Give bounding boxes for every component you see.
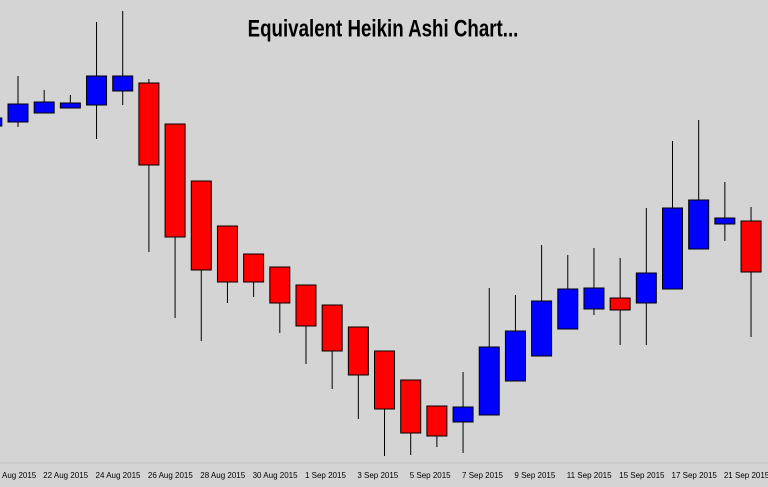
- candle-body: [59, 102, 81, 109]
- x-tick-label: 24 Aug 2015: [96, 471, 141, 480]
- candle-body: [7, 103, 29, 123]
- candle-body: [190, 180, 212, 271]
- x-tick-label: 26 Aug 2015: [148, 471, 193, 480]
- x-tick-label: 7 Sep 2015: [462, 471, 503, 480]
- candle-body: [452, 406, 474, 423]
- x-tick-label: Aug 2015: [2, 471, 37, 480]
- candle-body: [662, 207, 683, 290]
- candle-body: [635, 272, 657, 304]
- candle-body: [321, 304, 343, 352]
- x-tick-label: 21 Sep 2015: [724, 471, 768, 480]
- candle-body: [33, 101, 55, 114]
- candle-body: [609, 297, 631, 311]
- candle-body: [347, 326, 369, 376]
- candle-body: [688, 199, 710, 250]
- candle-body: [426, 405, 448, 437]
- candle-body: [0, 117, 3, 127]
- candle-body: [478, 346, 500, 416]
- candle-body: [557, 288, 579, 330]
- candle-body: [714, 217, 736, 225]
- candle-body: [164, 123, 186, 238]
- x-tick-label: 1 Sep 2015: [305, 471, 346, 480]
- candle-body: [531, 300, 553, 357]
- candle-body: [112, 75, 134, 92]
- candle-body: [583, 287, 605, 310]
- candle-body: [216, 225, 238, 283]
- x-tick-label: 15 Sep 2015: [619, 471, 665, 480]
- candle-body: [86, 75, 108, 106]
- candle-body: [740, 220, 762, 273]
- candle-body: [138, 82, 160, 166]
- x-tick-label: 5 Sep 2015: [410, 471, 451, 480]
- chart-title: Equivalent Heikin Ashi Chart...: [248, 15, 519, 42]
- candle-body: [400, 379, 422, 434]
- x-tick-label: 30 Aug 2015: [253, 471, 298, 480]
- x-tick-label: 3 Sep 2015: [357, 471, 398, 480]
- x-tick-label: 22 Aug 2015: [43, 471, 88, 480]
- candle-body: [243, 253, 265, 283]
- x-tick-label: 17 Sep 2015: [672, 471, 718, 480]
- x-tick-label: 11 Sep 2015: [567, 471, 612, 480]
- candle-body: [504, 330, 526, 382]
- candle-body: [374, 350, 396, 410]
- x-tick-label: 9 Sep 2015: [514, 471, 555, 480]
- x-tick-label: 28 Aug 2015: [200, 471, 245, 480]
- candle-body: [295, 284, 317, 327]
- candle-body: [269, 266, 291, 304]
